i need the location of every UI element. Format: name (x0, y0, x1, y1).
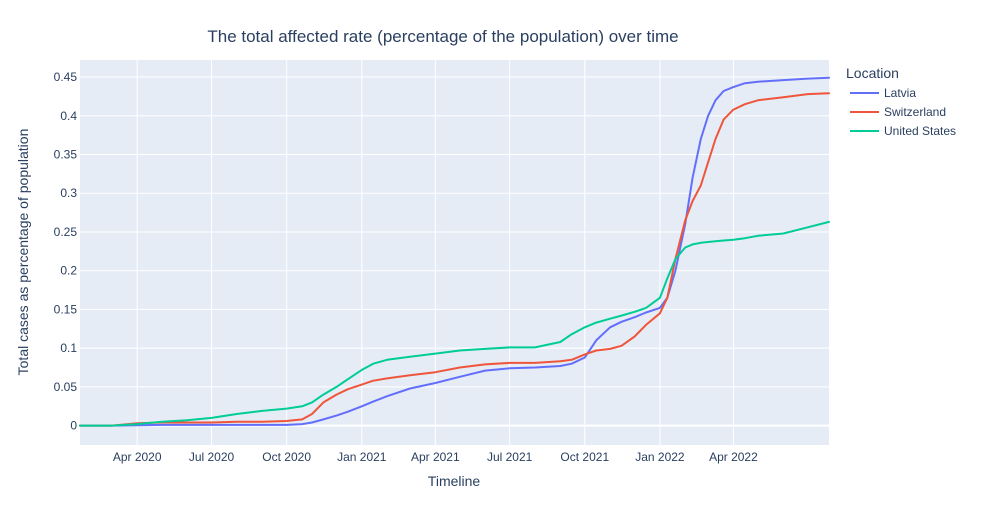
legend-title: Location (846, 65, 899, 81)
x-tick-labels: Apr 2020 Jul 2020 Oct 2020 Jan 2021 Apr 2021… (113, 450, 758, 464)
x-tick-label: Jan 2021 (337, 450, 387, 464)
y-tick-label: 0 (70, 419, 77, 433)
legend-label-switzerland: Switzerland (884, 105, 946, 119)
legend-item-united-states[interactable]: United States (850, 124, 956, 138)
series-lines (79, 76, 830, 427)
legend-label-latvia: Latvia (884, 86, 916, 100)
x-tick-label: Oct 2021 (560, 450, 609, 464)
y-tick-label: 0.25 (54, 225, 78, 239)
x-gridlines (136, 60, 734, 445)
y-tick-label: 0.05 (54, 380, 78, 394)
x-tick-label: Oct 2020 (262, 450, 311, 464)
series-line-switzerland (79, 92, 830, 427)
y-tick-label: 0.4 (60, 109, 77, 123)
x-tick-label: Jul 2020 (189, 450, 235, 464)
legend-item-latvia[interactable]: Latvia (850, 86, 916, 100)
y-tick-label: 0.35 (54, 148, 78, 162)
x-tick-label: Jul 2021 (487, 450, 533, 464)
x-tick-label: Jan 2022 (635, 450, 685, 464)
y-tick-label: 0.1 (60, 341, 77, 355)
y-tick-label: 0.15 (54, 302, 78, 316)
series-line-united-states (79, 220, 830, 427)
legend: Location Latvia Switzerland United State… (846, 65, 956, 138)
y-tick-label: 0.45 (54, 70, 78, 84)
y-axis-title: Total cases as percentage of population (15, 129, 31, 376)
x-tick-label: Apr 2020 (113, 450, 162, 464)
legend-label-united-states: United States (884, 124, 956, 138)
x-tick-label: Apr 2021 (411, 450, 460, 464)
x-axis-title: Timeline (428, 473, 481, 489)
series-line-latvia (79, 76, 830, 427)
chart-title: The total affected rate (percentage of t… (207, 27, 678, 46)
plot-background (80, 60, 829, 445)
y-tick-label: 0.2 (60, 264, 77, 278)
y-tick-label: 0.3 (60, 186, 77, 200)
y-tick-labels: 0 0.05 0.1 0.15 0.2 0.25 0.3 0.35 0.4 0.45 (54, 70, 78, 433)
x-tick-label: Apr 2022 (709, 450, 758, 464)
legend-item-switzerland[interactable]: Switzerland (850, 105, 946, 119)
